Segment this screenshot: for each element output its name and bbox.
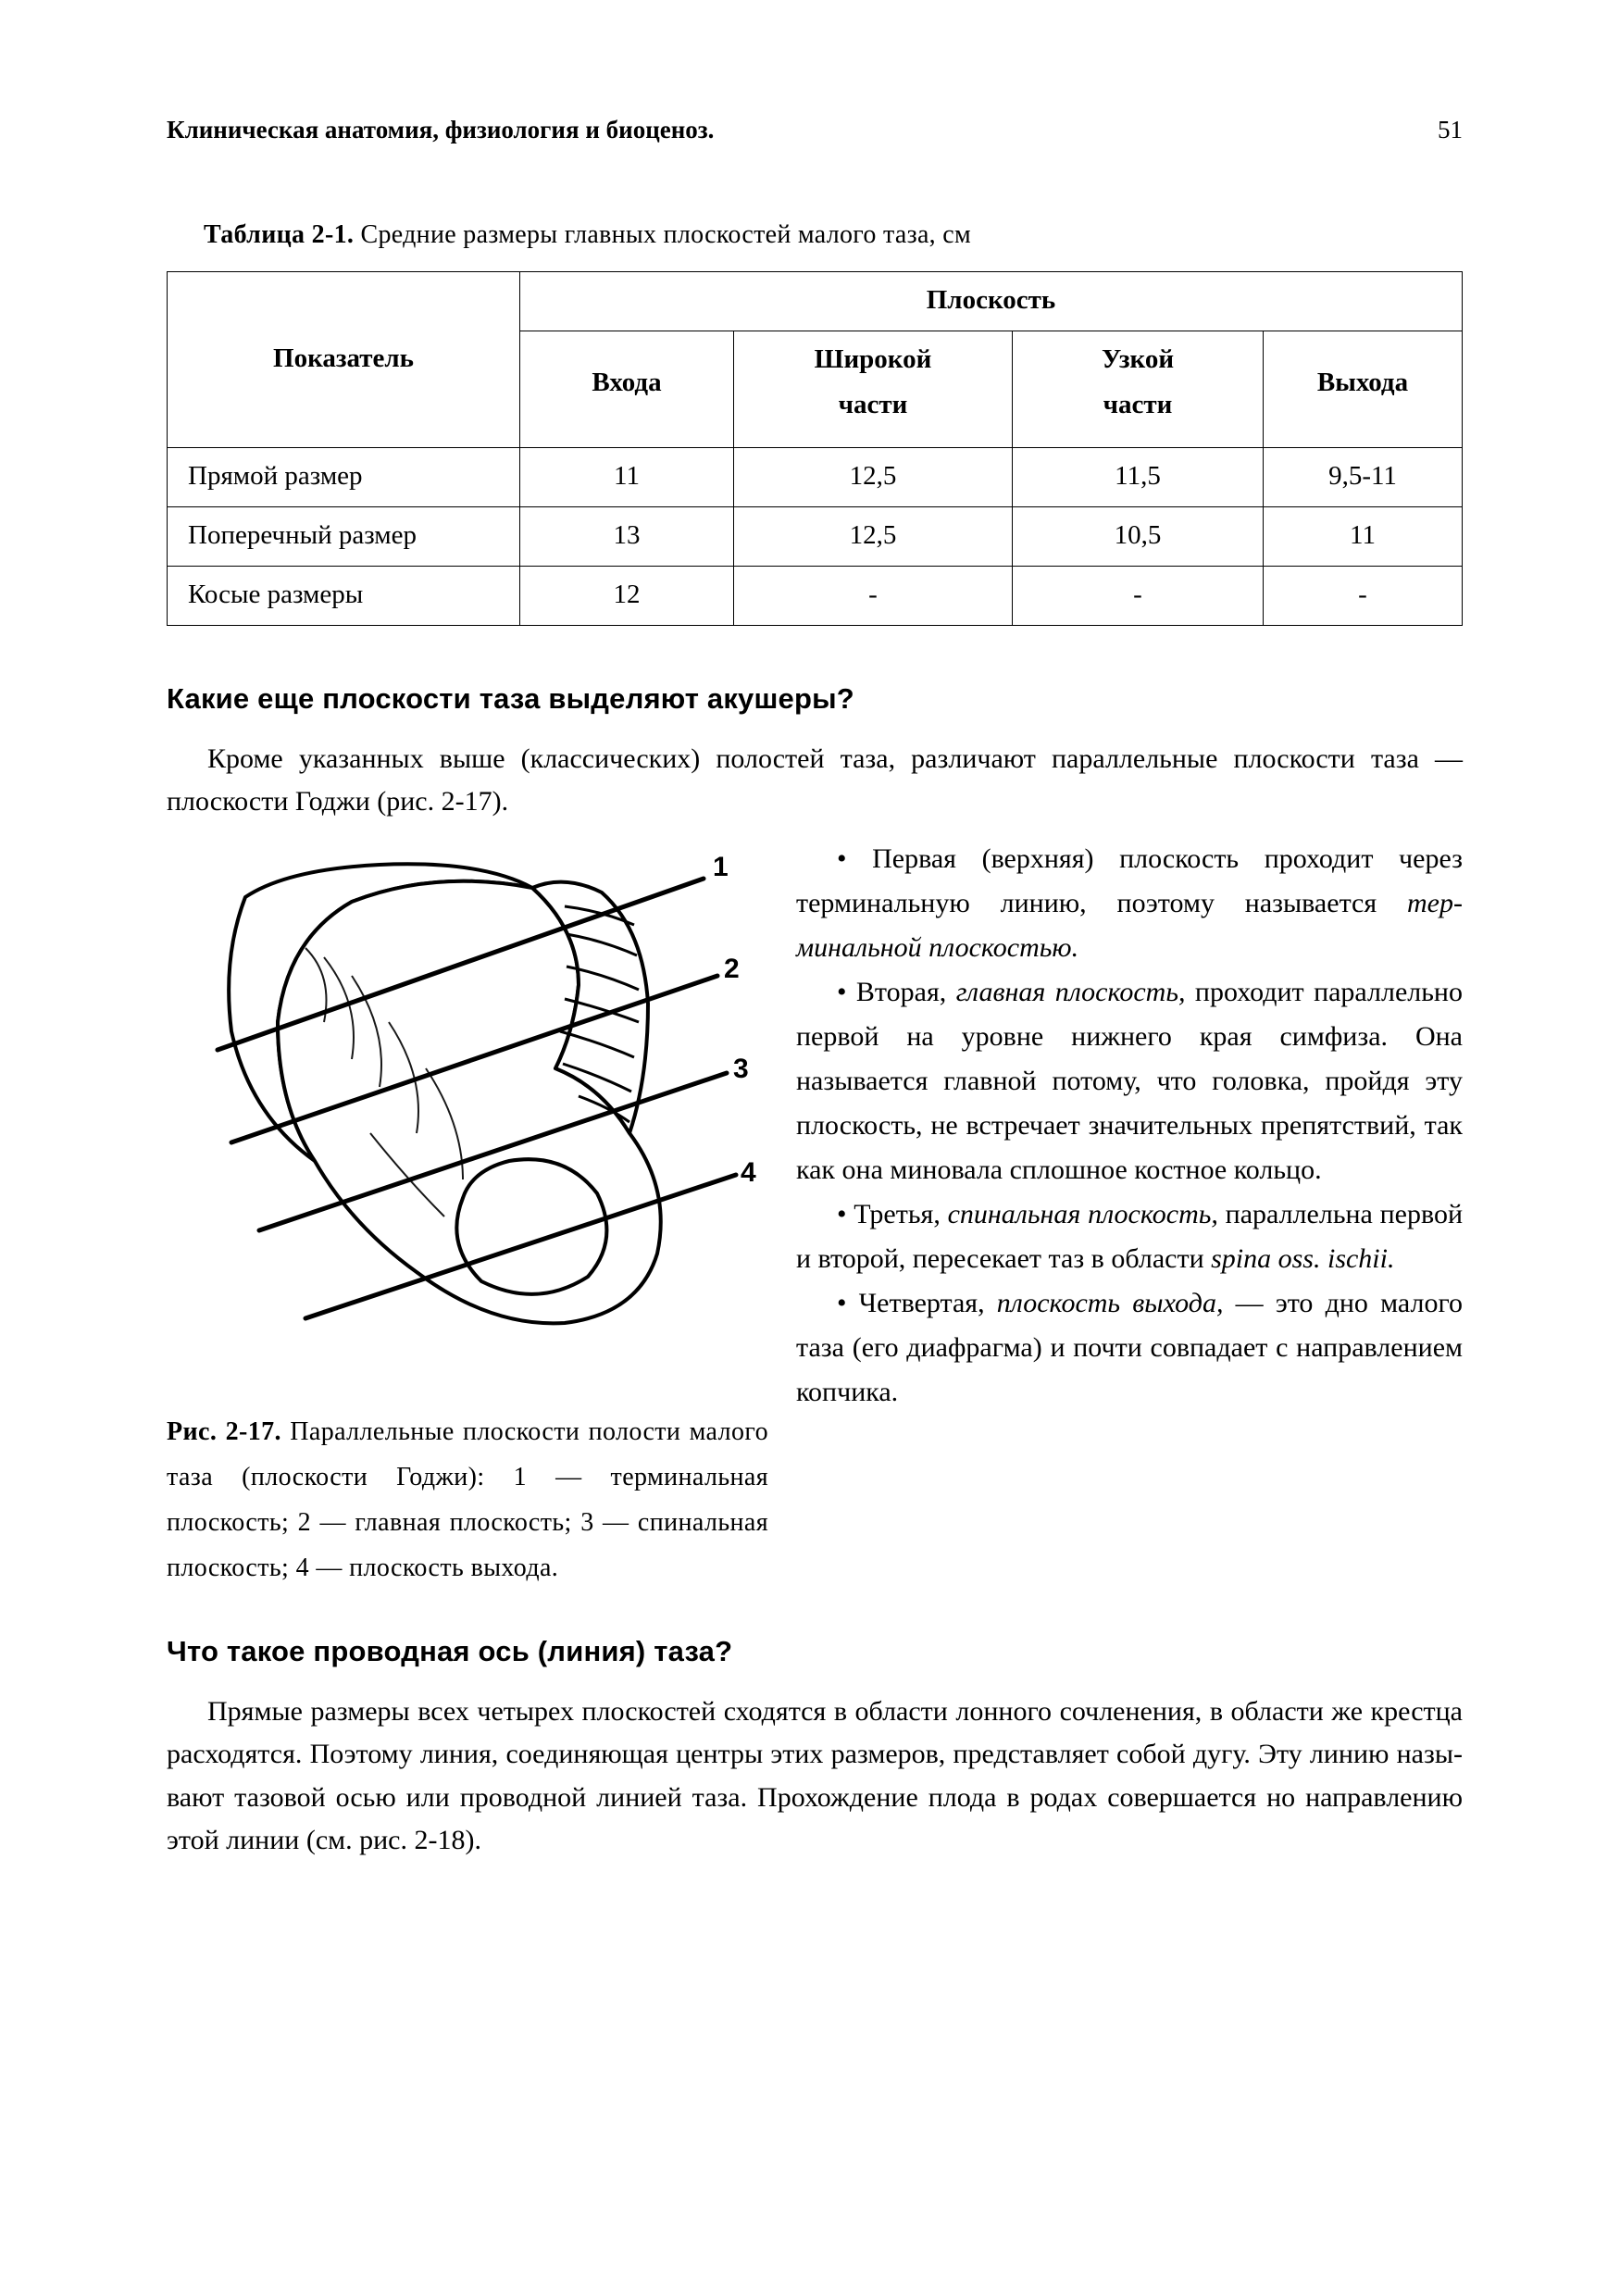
bullet-1: • Первая (верхняя) плоскость проходит че… <box>796 837 1463 970</box>
text-column: • Первая (верхняя) плоскость проходит че… <box>796 837 1463 1591</box>
table-cell: - <box>1013 566 1264 625</box>
table-sub-2: Широкой части <box>734 331 1013 448</box>
figure-label-3: 3 <box>733 1048 749 1092</box>
table-row: Поперечный размер 13 12,5 10,5 11 <box>168 506 1463 566</box>
table-sub-1: Входа <box>520 331 734 448</box>
figure-box: 1 2 3 4 <box>167 837 759 1402</box>
table-sub-3: Узкой части <box>1013 331 1264 448</box>
figure-column: 1 2 3 4 Рис. 2-17. Параллельные плоскост… <box>167 837 768 1591</box>
table-cell: 11,5 <box>1013 447 1264 506</box>
table-cell: - <box>734 566 1013 625</box>
table-cell: 12 <box>520 566 734 625</box>
table-row-label: Поперечный размер <box>168 506 520 566</box>
table-cell: 11 <box>1264 506 1463 566</box>
table-row-label: Прямой размер <box>168 447 520 506</box>
table-cell: - <box>1264 566 1463 625</box>
q1-intro: Кроме указанных выше (классических) поло… <box>167 738 1463 824</box>
table-cell: 12,5 <box>734 447 1013 506</box>
table-sub-2b: части <box>839 390 908 419</box>
table-row: Прямой размер 11 12,5 11,5 9,5-11 <box>168 447 1463 506</box>
page-number: 51 <box>1438 111 1463 150</box>
table-span-header: Плоскость <box>520 272 1463 331</box>
table-sub-3b: части <box>1103 390 1173 419</box>
question-heading-2: Что такое проводная ось (линия) таза? <box>167 1629 1463 1674</box>
table-row: Косые размеры 12 - - - <box>168 566 1463 625</box>
table-sub-3a: Узкой <box>1102 344 1174 374</box>
b2i: главная плоскость, <box>956 977 1186 1007</box>
table-cell: 12,5 <box>734 506 1013 566</box>
table-sub-4: Выхода <box>1264 331 1463 448</box>
figure-caption-bold: Рис. 2-17. <box>167 1417 281 1446</box>
figure-label-4: 4 <box>741 1152 756 1195</box>
pelvis-figure-icon <box>167 837 759 1402</box>
b3i: спинальная плос­кость, <box>948 1199 1218 1229</box>
bullet-3: • Третья, спинальная плос­кость, паралле… <box>796 1192 1463 1281</box>
question-heading-1: Какие еще плоскости таза выделяют акушер… <box>167 677 1463 721</box>
section-2: Что такое проводная ось (линия) таза? Пр… <box>167 1629 1463 1863</box>
b3a: • Третья, <box>837 1199 948 1229</box>
figure-label-2: 2 <box>724 948 740 992</box>
b4a: • Четвертая, <box>837 1288 997 1318</box>
bullet-2: • Вторая, главная плоскость, проходит па… <box>796 970 1463 1192</box>
table-row-label: Косые размеры <box>168 566 520 625</box>
table-col1-header: Показатель <box>168 272 520 448</box>
b4i: плоскость выхо­да, <box>997 1288 1224 1318</box>
table-sub-2a: Широкой <box>815 344 932 374</box>
table-caption-bold: Таблица 2-1. <box>204 220 354 249</box>
table-caption-rest: Средние размеры главных плоскостей малог… <box>354 220 971 249</box>
figure-label-1: 1 <box>713 846 729 890</box>
table-cell: 9,5-11 <box>1264 447 1463 506</box>
table-cell: 10,5 <box>1013 506 1264 566</box>
two-column-block: 1 2 3 4 Рис. 2-17. Параллельные плоскост… <box>167 837 1463 1591</box>
table-header-row-1: Показатель Плоскость <box>168 272 1463 331</box>
b3i2: spina oss. ischii. <box>1211 1243 1394 1274</box>
q2-body: Прямые размеры всех четырех плоскостей с… <box>167 1691 1463 1863</box>
b1a: • Первая (верхняя) плоскость проходит че… <box>796 843 1463 918</box>
bullet-4: • Четвертая, плоскость выхо­да, — это дн… <box>796 1281 1463 1415</box>
b2a: • Вторая, <box>837 977 956 1007</box>
page: Клиническая анатомия, физиология и биоце… <box>0 0 1620 2296</box>
table-caption: Таблица 2-1. Средние размеры главных пло… <box>167 215 1463 255</box>
data-table: Показатель Плоскость Входа Широкой части… <box>167 271 1463 625</box>
b2b: проходит параллельно первой на уровне ни… <box>796 977 1463 1185</box>
running-title: Клиническая анатомия, физиология и биоце… <box>167 111 714 150</box>
table-cell: 13 <box>520 506 734 566</box>
table-cell: 11 <box>520 447 734 506</box>
running-header: Клиническая анатомия, физиология и биоце… <box>167 111 1463 150</box>
figure-caption: Рис. 2-17. Параллельные плоскости по­лос… <box>167 1409 768 1591</box>
